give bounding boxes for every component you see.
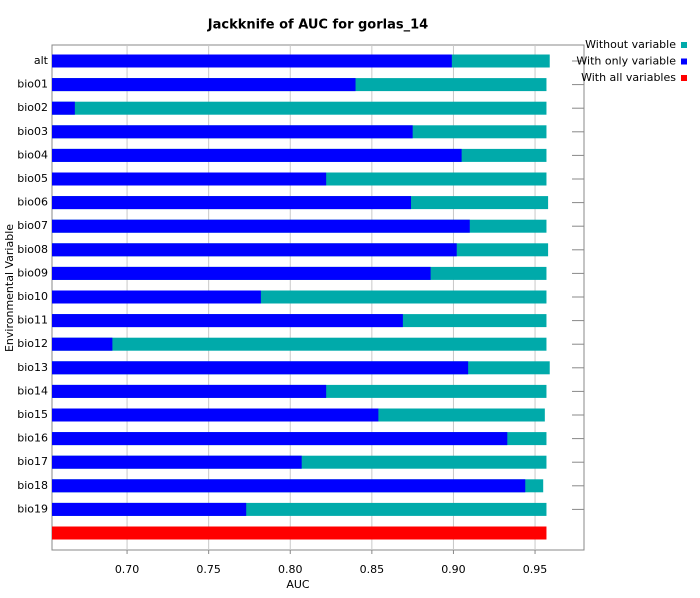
bar bbox=[52, 101, 547, 115]
x-tick-label: 0.80 bbox=[278, 563, 303, 576]
bar bbox=[52, 125, 413, 139]
bar bbox=[52, 337, 547, 351]
legend-swatch bbox=[681, 58, 687, 65]
y-tick-label: bio12 bbox=[17, 337, 48, 350]
y-tick-label: bio09 bbox=[17, 266, 48, 279]
bar bbox=[52, 526, 547, 540]
bar bbox=[52, 290, 261, 304]
x-tick-label: 0.75 bbox=[196, 563, 221, 576]
x-tick-label: 0.85 bbox=[360, 563, 385, 576]
bar bbox=[52, 361, 469, 375]
y-tick-label: bio15 bbox=[17, 408, 48, 421]
y-tick-label: bio05 bbox=[17, 172, 48, 185]
bar bbox=[52, 408, 379, 422]
x-tick-label: 0.95 bbox=[523, 563, 548, 576]
bar bbox=[52, 337, 113, 351]
bar bbox=[52, 54, 452, 68]
bar bbox=[52, 172, 327, 186]
y-tick-label: alt bbox=[34, 54, 49, 67]
bar bbox=[52, 502, 247, 516]
bar bbox=[52, 101, 75, 115]
y-tick-label: bio18 bbox=[17, 479, 48, 492]
y-tick-label: bio11 bbox=[17, 314, 48, 327]
legend-label: With only variable bbox=[576, 55, 676, 68]
bar bbox=[52, 266, 431, 280]
y-tick-label: bio01 bbox=[17, 78, 48, 91]
y-tick-label: bio13 bbox=[17, 361, 48, 374]
y-tick-label: bio17 bbox=[17, 455, 48, 468]
legend-swatch bbox=[681, 75, 687, 81]
bar bbox=[52, 432, 508, 446]
bar bbox=[52, 384, 327, 398]
x-tick-label: 0.70 bbox=[115, 563, 140, 576]
y-tick-label: bio10 bbox=[17, 290, 48, 303]
bar bbox=[52, 78, 356, 92]
bar bbox=[52, 455, 302, 469]
y-tick-label: bio19 bbox=[17, 502, 48, 515]
y-tick-label: bio03 bbox=[17, 125, 48, 138]
bar bbox=[52, 479, 526, 493]
y-tick-label: bio14 bbox=[17, 384, 48, 397]
bar bbox=[52, 196, 412, 210]
y-tick-label: bio07 bbox=[17, 219, 48, 232]
y-tick-label: bio08 bbox=[17, 243, 48, 256]
legend-label: With all variables bbox=[581, 71, 676, 84]
y-tick-label: bio04 bbox=[17, 148, 48, 161]
chart-title: Jackknife of AUC for gorlas_14 bbox=[207, 18, 428, 33]
bar bbox=[52, 314, 403, 328]
y-tick-label: bio06 bbox=[17, 196, 48, 209]
y-tick-label: bio16 bbox=[17, 432, 48, 445]
x-tick-label: 0.90 bbox=[441, 563, 466, 576]
bar bbox=[52, 148, 462, 162]
y-tick-label: bio02 bbox=[17, 101, 48, 114]
legend-swatch bbox=[681, 42, 687, 48]
x-axis-label: AUC bbox=[286, 578, 310, 591]
legend-label: Without variable bbox=[585, 38, 676, 51]
y-axis-label: Environmental Variable bbox=[3, 224, 16, 352]
bar bbox=[52, 243, 457, 257]
bar bbox=[52, 219, 470, 233]
